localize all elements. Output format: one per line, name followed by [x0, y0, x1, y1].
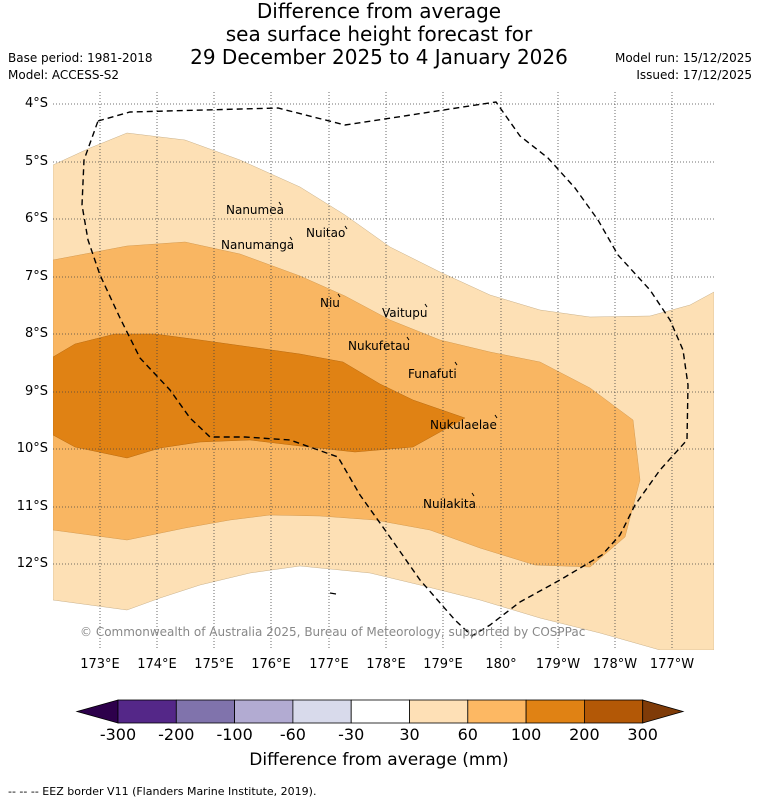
place-label-niu: Niu [320, 296, 340, 310]
place-label-funafuti: Funafuti [408, 367, 457, 381]
eez-footnote: -- -- -- EEZ border V11 (Flanders Marine… [8, 785, 317, 798]
latitude-label: 7°S [24, 269, 48, 284]
longitude-label: 180° [485, 657, 517, 672]
longitude-label: 177°E [309, 657, 349, 672]
colorbar-segment [467, 699, 527, 724]
model-name: Model: ACCESS-S2 [8, 68, 120, 82]
latitude-label: 6°S [24, 211, 48, 226]
colorbar-tick-label: 200 [569, 725, 600, 744]
colorbar-tick-label: -200 [158, 725, 195, 744]
longitude-label: 179°W [535, 657, 581, 672]
colorbar-segment [409, 699, 469, 724]
island-mark [424, 303, 428, 308]
island-mark [471, 492, 475, 497]
colorbar [75, 699, 685, 724]
place-label-nuilakita: Nuilakita [423, 497, 476, 511]
copyright-notice: © Commonwealth of Australia 2025, Bureau… [80, 625, 585, 639]
graticule [53, 92, 714, 650]
island-mark [406, 336, 410, 341]
title-line-1: Difference from average [256, 0, 502, 23]
longitude-label: 176°E [251, 657, 291, 672]
colorbar-segment [525, 699, 585, 724]
longitude-label: 174°E [137, 657, 177, 672]
colorbar-tick-label: -300 [99, 725, 137, 744]
island-mark [494, 414, 498, 419]
latitude-label: 5°S [24, 154, 48, 169]
longitude-label: 173°E [80, 657, 120, 672]
place-label-nukufetau: Nukufetau [348, 339, 410, 353]
place-label-nukulaelae: Nukulaelae [430, 418, 497, 432]
latitude-label: 8°S [24, 326, 48, 341]
colorbar-segment [234, 699, 294, 724]
longitude-label: 179°E [423, 657, 463, 672]
longitude-label: 177°W [649, 657, 695, 672]
colorbar-arrow-high [642, 699, 685, 724]
meta-right: Model run: 15/12/2025 Issued: 17/12/2025 [615, 50, 752, 84]
latitude-label: 12°S [16, 556, 48, 571]
colorbar-tick-label: -30 [338, 725, 365, 744]
colorbar-tick-label: 300 [627, 725, 658, 744]
colorbar-segment [175, 699, 236, 724]
colorbar-segment [117, 699, 177, 724]
latitude-label: 4°S [24, 96, 48, 111]
anomaly-band-100-200 [53, 333, 466, 459]
island-mark [344, 225, 348, 230]
colorbar-segment [350, 699, 410, 724]
island-mark [454, 361, 458, 366]
map-plot-area: Nanumea Nuitao Nanumanga Niu Vaitupu Nukufeta… [53, 92, 714, 650]
latitude-label: 9°S [24, 384, 48, 399]
colorbar-segment [584, 699, 644, 724]
colorbar-arrow-low [75, 699, 119, 724]
base-period: Base period: 1981-2018 [8, 51, 153, 65]
latitude-label: 10°S [16, 441, 48, 456]
colorbar-tick-label: -60 [279, 725, 306, 744]
colorbar-tick-label: 100 [510, 725, 542, 744]
place-label-vaitupu: Vaitupu [382, 306, 428, 320]
title-line-3: 29 December 2025 to 4 January 2026 [190, 45, 568, 69]
meta-left: Base period: 1981-2018 Model: ACCESS-S2 [8, 50, 153, 84]
colorbar-tick-label: 60 [457, 725, 478, 744]
longitude-label: 178°E [366, 657, 406, 672]
title-line-2: sea surface height forecast for [225, 22, 533, 46]
place-labels: Nanumea Nuitao Nanumanga Niu Vaitupu Nukufeta… [221, 201, 498, 511]
island-mark [278, 201, 282, 206]
place-label-nuitao: Nuitao [306, 226, 345, 240]
colorbar-segment [292, 699, 352, 724]
island-mark [289, 236, 293, 241]
colorbar-tick-label: 30 [399, 725, 420, 744]
place-label-nanumea: Nanumea [226, 203, 284, 217]
colorbar-tick-label: -100 [216, 725, 253, 744]
issued-date: Issued: 17/12/2025 [636, 68, 752, 82]
latitude-label: 11°S [16, 499, 48, 514]
place-label-nanumanga: Nanumanga [221, 238, 294, 252]
longitude-label: 178°W [592, 657, 638, 672]
island-mark-south [329, 592, 337, 595]
colorbar-title: Difference from average (mm) [249, 750, 509, 770]
model-run: Model run: 15/12/2025 [614, 51, 752, 65]
longitude-label: 175°E [194, 657, 234, 672]
map-title: Difference from average sea surface heig… [0, 0, 758, 69]
eez-border [81, 101, 689, 637]
island-mark [337, 293, 341, 298]
